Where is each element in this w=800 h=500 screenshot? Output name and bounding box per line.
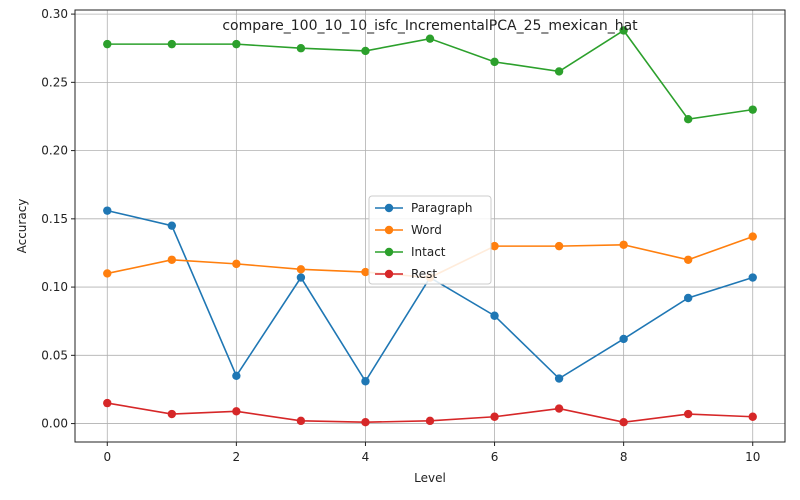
data-point-intact xyxy=(296,44,306,53)
y-tick-label: 0.20 xyxy=(41,144,68,158)
x-tick-label: 6 xyxy=(491,450,499,464)
y-axis: 0.00 0.05 0.10 0.15 0.20 0.25 0.30 xyxy=(41,7,75,431)
data-point-word xyxy=(748,232,757,241)
data-point-intact xyxy=(425,34,435,43)
legend-swatch-marker xyxy=(384,203,394,213)
y-tick-label: 0.15 xyxy=(41,212,68,226)
y-tick-label: 0.05 xyxy=(41,348,68,362)
data-point-rest xyxy=(683,409,693,419)
data-point-intact xyxy=(619,26,628,35)
data-point-paragraph xyxy=(619,334,628,344)
data-point-paragraph xyxy=(490,311,499,320)
data-point-rest xyxy=(748,412,757,421)
legend-label: Paragraph xyxy=(411,201,472,215)
data-point-intact xyxy=(361,46,370,56)
series-rest xyxy=(103,398,757,427)
x-tick-label: 2 xyxy=(233,450,241,464)
data-point-intact xyxy=(554,67,564,76)
chart-title: compare_100_10_10_isfc_IncrementalPCA_25… xyxy=(222,18,638,34)
series-line-intact xyxy=(107,29,753,121)
legend-label: Word xyxy=(411,223,442,237)
data-point-paragraph xyxy=(748,273,757,282)
data-point-rest xyxy=(167,409,177,419)
grid xyxy=(75,10,785,442)
data-point-paragraph xyxy=(554,374,564,383)
data-point-rest xyxy=(554,404,564,413)
data-point-word xyxy=(490,241,499,251)
data-point-intact xyxy=(103,39,112,49)
legend-entry: Intact xyxy=(375,245,446,259)
data-point-paragraph xyxy=(683,293,693,303)
data-point-word xyxy=(361,267,370,277)
legend-swatch-marker xyxy=(384,225,394,235)
y-tick-label: 0.10 xyxy=(41,280,68,294)
legend-entry: Rest xyxy=(375,267,437,281)
x-tick-label: 4 xyxy=(362,450,370,464)
legend-box xyxy=(368,195,492,285)
x-tick-label: 8 xyxy=(620,450,628,464)
data-point-word xyxy=(554,241,564,251)
data-point-intact xyxy=(683,114,693,124)
legend-swatch-marker xyxy=(384,247,394,257)
legend-swatch-marker xyxy=(384,269,394,279)
legend: Paragraph Word Intact Rest xyxy=(368,195,492,285)
data-point-rest xyxy=(361,418,370,427)
y-tick-label: 0.25 xyxy=(41,75,68,89)
legend-entry: Paragraph xyxy=(375,201,472,215)
series-intact xyxy=(103,26,757,124)
data-point-rest xyxy=(425,416,435,426)
data-point-word xyxy=(232,259,241,269)
data-point-paragraph xyxy=(296,273,306,282)
x-axis: 0 2 4 6 8 10 xyxy=(103,442,760,464)
data-point-intact xyxy=(232,39,241,49)
x-tick-label: 10 xyxy=(745,450,760,464)
data-point-rest xyxy=(296,416,306,426)
legend-label: Rest xyxy=(411,267,437,281)
data-point-intact xyxy=(748,105,757,114)
data-point-intact xyxy=(167,39,177,49)
data-point-intact xyxy=(490,57,499,67)
data-point-word xyxy=(683,255,693,264)
data-point-rest xyxy=(103,398,112,408)
x-axis-label: Level xyxy=(414,471,446,485)
data-point-word xyxy=(103,269,112,278)
y-tick-label: 0.00 xyxy=(41,417,68,431)
legend-label: Intact xyxy=(411,245,446,259)
data-point-word xyxy=(167,255,177,264)
data-point-rest xyxy=(232,407,241,416)
legend-entry: Word xyxy=(375,223,442,237)
data-point-paragraph xyxy=(103,206,112,215)
y-axis-label: Accuracy xyxy=(15,199,29,254)
data-point-paragraph xyxy=(167,221,177,230)
data-point-word xyxy=(619,240,628,249)
plot-frame xyxy=(74,9,786,443)
data-point-rest xyxy=(490,412,499,421)
y-tick-label: 0.30 xyxy=(41,7,68,21)
data-point-rest xyxy=(619,418,628,427)
data-point-word xyxy=(296,265,306,274)
data-point-paragraph xyxy=(361,377,370,386)
x-tick-label: 0 xyxy=(103,450,111,464)
data-point-paragraph xyxy=(232,371,241,381)
